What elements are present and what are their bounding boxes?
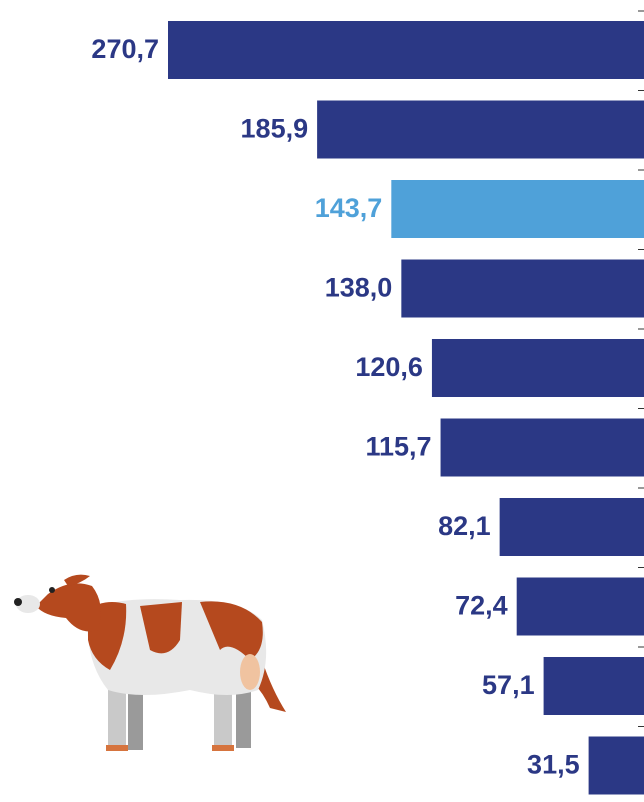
bar xyxy=(516,577,644,636)
bar xyxy=(431,339,644,397)
value-label: 115,7 xyxy=(365,432,431,462)
cow-illustration xyxy=(14,574,286,751)
value-label: 31,5 xyxy=(527,750,580,780)
bar xyxy=(588,736,644,795)
value-label: 57,1 xyxy=(482,670,535,700)
value-label: 72,4 xyxy=(455,591,508,621)
bar xyxy=(440,418,644,477)
bar xyxy=(391,180,644,238)
value-label: 138,0 xyxy=(325,273,393,303)
value-label: 270,7 xyxy=(91,34,159,64)
bar xyxy=(401,259,644,318)
bar xyxy=(543,657,644,715)
value-label: 82,1 xyxy=(438,511,491,541)
value-label: 120,6 xyxy=(355,352,423,382)
bar xyxy=(168,21,644,79)
value-label: 185,9 xyxy=(241,114,309,144)
bar xyxy=(317,100,644,159)
bar xyxy=(499,498,644,556)
value-label: 143,7 xyxy=(315,193,383,223)
